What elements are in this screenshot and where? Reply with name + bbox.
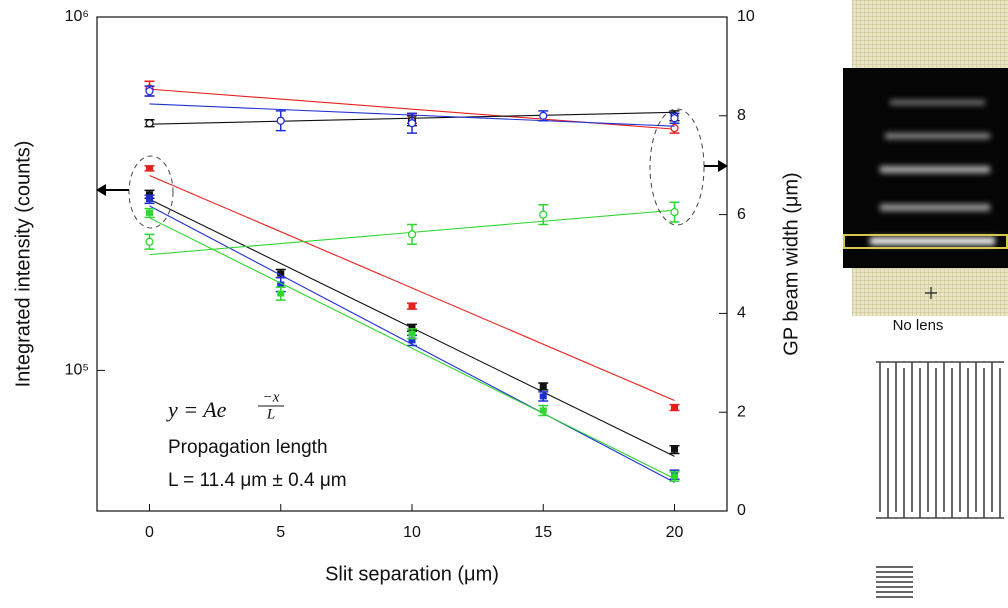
side-images bbox=[843, 0, 1008, 598]
y2-tick-label: 10 bbox=[737, 8, 755, 25]
marker bbox=[670, 207, 679, 217]
marker bbox=[277, 270, 285, 277]
marker bbox=[145, 86, 154, 96]
marker bbox=[408, 337, 416, 344]
marker bbox=[145, 119, 154, 128]
marker bbox=[671, 446, 678, 453]
x-tick-label: 20 bbox=[666, 524, 684, 541]
fit-line bbox=[149, 217, 675, 480]
y-tick-label: 10⁶ bbox=[65, 8, 89, 25]
marks: 0 5 10 15 20 10⁵ 10⁶ 0 2 4 6 8 10 bbox=[65, 8, 755, 541]
x-axis-title: Slit separation (μm) bbox=[325, 563, 499, 585]
comb-diagram bbox=[876, 361, 1004, 519]
arrow-left bbox=[96, 184, 129, 196]
selection-box bbox=[843, 234, 1008, 249]
marker bbox=[407, 230, 417, 239]
formula-denominator: L bbox=[266, 406, 275, 422]
y2-tick-label: 2 bbox=[737, 403, 746, 420]
beam-bands bbox=[870, 100, 995, 245]
x-tick-label: 0 bbox=[145, 524, 154, 541]
arrow-right bbox=[704, 160, 728, 172]
formula: y = Ae bbox=[166, 397, 227, 422]
marker bbox=[407, 119, 417, 128]
marker bbox=[539, 210, 548, 219]
x-tick-label: 5 bbox=[276, 524, 285, 541]
marker bbox=[670, 114, 679, 123]
annotation-result: L = 11.4 μm ± 0.4 μm bbox=[168, 470, 347, 491]
y-tick-label: 10⁵ bbox=[65, 362, 89, 379]
marker bbox=[145, 237, 154, 246]
marker bbox=[539, 407, 547, 414]
marker bbox=[146, 191, 153, 198]
side-caption: No lens bbox=[893, 317, 944, 334]
x-tick-label: 10 bbox=[403, 524, 421, 541]
annotation-caption: Propagation length bbox=[168, 437, 328, 458]
y2-tick-label: 6 bbox=[737, 206, 746, 223]
formula-numerator: −x bbox=[263, 389, 280, 405]
marker bbox=[671, 404, 678, 411]
marker bbox=[146, 165, 153, 172]
marker bbox=[539, 111, 548, 120]
marker bbox=[408, 324, 416, 331]
marker bbox=[146, 209, 153, 216]
y2-tick-label: 4 bbox=[737, 305, 746, 322]
marker bbox=[539, 393, 547, 400]
y-axis-title: Integrated intensity (counts) bbox=[12, 141, 34, 388]
marker bbox=[671, 473, 678, 480]
marker bbox=[408, 330, 416, 337]
y2-axis-title: GP beam width (μm) bbox=[780, 172, 802, 355]
y2-tick-label: 0 bbox=[737, 502, 746, 519]
crosshair bbox=[925, 287, 937, 299]
marker bbox=[146, 196, 153, 203]
x-tick-label: 15 bbox=[534, 524, 552, 541]
marker bbox=[277, 281, 285, 288]
marker bbox=[408, 303, 416, 310]
marker bbox=[276, 116, 285, 125]
y2-tick-label: 8 bbox=[737, 107, 746, 124]
marker bbox=[277, 290, 285, 297]
line-stack bbox=[876, 566, 913, 598]
fit-line bbox=[149, 175, 675, 401]
marker bbox=[539, 383, 547, 390]
ellipse-left bbox=[128, 155, 174, 229]
